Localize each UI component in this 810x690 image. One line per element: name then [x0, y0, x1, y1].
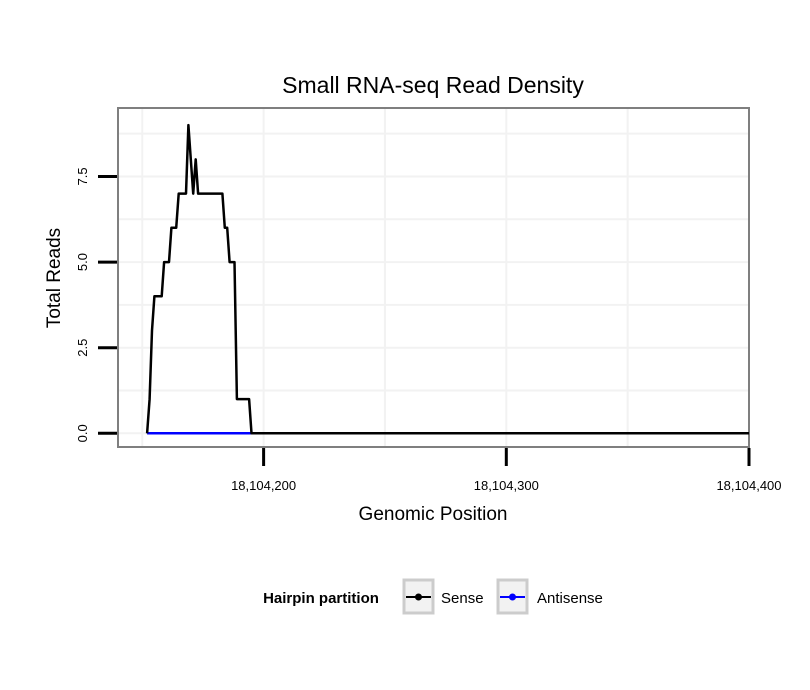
chart-title: Small RNA-seq Read Density [282, 72, 584, 98]
plot-panel-border [117, 107, 750, 448]
legend-label-sense: Sense [441, 590, 484, 607]
series-layer [145, 123, 749, 435]
legend: Hairpin partition Sense Antisense [263, 578, 603, 615]
x-axis: 18,104,200 18,104,300 18,104,400 [231, 448, 782, 493]
x-tick-label: 18,104,400 [716, 478, 781, 493]
y-axis-title: Total Reads [44, 228, 65, 328]
y-tick-label: 2.5 [75, 339, 90, 357]
legend-label-antisense: Antisense [537, 590, 603, 607]
y-tick-label: 7.5 [75, 167, 90, 185]
y-tick-label: 0.0 [75, 424, 90, 442]
x-tick-label: 18,104,300 [474, 478, 539, 493]
legend-key-antisense-point [509, 593, 516, 601]
y-axis: 0.0 2.5 5.0 7.5 [75, 167, 117, 442]
x-axis-title: Genomic Position [359, 504, 508, 525]
legend-key-sense-point [415, 593, 422, 601]
y-tick-label: 5.0 [75, 253, 90, 271]
legend-title: Hairpin partition [263, 590, 379, 607]
grid-lines [119, 109, 748, 446]
series-line-sense [145, 123, 749, 435]
x-tick-label: 18,104,200 [231, 478, 296, 493]
